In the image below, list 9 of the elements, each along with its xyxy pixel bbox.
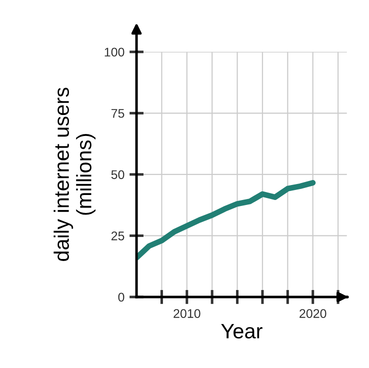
y-axis-title: daily internet users (millions) xyxy=(54,88,96,261)
y-tick-label: 50 xyxy=(111,170,124,180)
y-tick-label: 75 xyxy=(111,109,124,118)
y-tick-label: 100 xyxy=(104,48,124,57)
x-tick-label: 2020 xyxy=(300,309,326,318)
x-axis-title: Year xyxy=(221,324,262,339)
y-tick-label: 0 xyxy=(118,292,124,302)
y-tick-label: 25 xyxy=(111,232,124,240)
x-tick-label: 2010 xyxy=(174,309,200,318)
